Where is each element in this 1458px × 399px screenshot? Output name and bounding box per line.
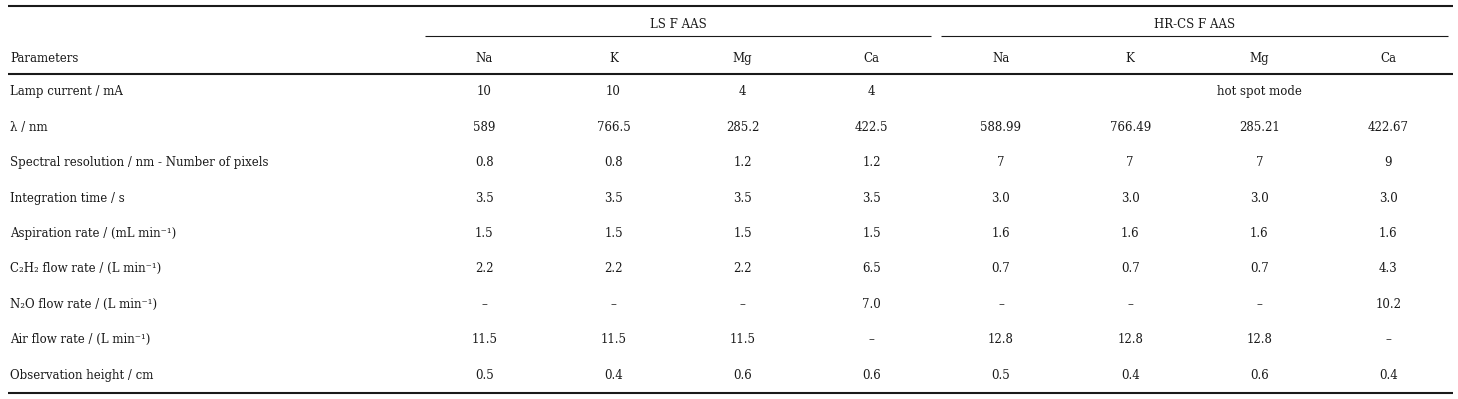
Text: 1.2: 1.2 <box>863 156 881 169</box>
Text: 12.8: 12.8 <box>989 333 1013 346</box>
Text: 766.5: 766.5 <box>596 120 630 134</box>
Text: 3.5: 3.5 <box>733 192 752 205</box>
Text: –: – <box>739 298 745 311</box>
Text: 0.8: 0.8 <box>604 156 623 169</box>
Text: hot spot mode: hot spot mode <box>1217 85 1302 98</box>
Text: –: – <box>611 298 617 311</box>
Text: 1.5: 1.5 <box>733 227 752 240</box>
Text: 7: 7 <box>997 156 1005 169</box>
Text: C₂H₂ flow rate / (L min⁻¹): C₂H₂ flow rate / (L min⁻¹) <box>10 263 162 275</box>
Text: 422.67: 422.67 <box>1368 120 1408 134</box>
Text: 4.3: 4.3 <box>1379 263 1398 275</box>
Text: 0.7: 0.7 <box>1121 263 1140 275</box>
Text: Spectral resolution / nm - Number of pixels: Spectral resolution / nm - Number of pix… <box>10 156 268 169</box>
Text: 9: 9 <box>1385 156 1392 169</box>
Text: Parameters: Parameters <box>10 53 79 65</box>
Text: 11.5: 11.5 <box>729 333 755 346</box>
Text: 1.6: 1.6 <box>1121 227 1140 240</box>
Text: 1.6: 1.6 <box>991 227 1010 240</box>
Text: Na: Na <box>475 53 493 65</box>
Text: 10: 10 <box>607 85 621 98</box>
Text: Aspiration rate / (mL min⁻¹): Aspiration rate / (mL min⁻¹) <box>10 227 176 240</box>
Text: 12.8: 12.8 <box>1247 333 1273 346</box>
Text: 1.2: 1.2 <box>733 156 752 169</box>
Text: 11.5: 11.5 <box>601 333 627 346</box>
Text: Integration time / s: Integration time / s <box>10 192 125 205</box>
Text: 3.5: 3.5 <box>604 192 623 205</box>
Text: 7: 7 <box>1255 156 1263 169</box>
Text: Lamp current / mA: Lamp current / mA <box>10 85 122 98</box>
Text: K: K <box>609 53 618 65</box>
Text: 12.8: 12.8 <box>1117 333 1143 346</box>
Text: 6.5: 6.5 <box>863 263 881 275</box>
Text: 2.2: 2.2 <box>733 263 752 275</box>
Text: –: – <box>1127 298 1133 311</box>
Text: 3.5: 3.5 <box>863 192 881 205</box>
Text: 589: 589 <box>474 120 496 134</box>
Text: 422.5: 422.5 <box>854 120 888 134</box>
Text: K: K <box>1126 53 1134 65</box>
Text: –: – <box>999 298 1005 311</box>
Text: 3.5: 3.5 <box>475 192 494 205</box>
Text: λ / nm: λ / nm <box>10 120 48 134</box>
Text: Air flow rate / (L min⁻¹): Air flow rate / (L min⁻¹) <box>10 333 150 346</box>
Text: 1.5: 1.5 <box>475 227 494 240</box>
Text: 0.6: 0.6 <box>863 369 881 382</box>
Text: Ca: Ca <box>1381 53 1397 65</box>
Text: 1.5: 1.5 <box>863 227 881 240</box>
Text: 7: 7 <box>1127 156 1134 169</box>
Text: Mg: Mg <box>1250 53 1268 65</box>
Text: –: – <box>1385 333 1391 346</box>
Text: 0.5: 0.5 <box>991 369 1010 382</box>
Text: 4: 4 <box>868 85 876 98</box>
Text: Mg: Mg <box>733 53 752 65</box>
Text: 7.0: 7.0 <box>863 298 881 311</box>
Text: 0.8: 0.8 <box>475 156 494 169</box>
Text: 0.6: 0.6 <box>1250 369 1268 382</box>
Text: 3.0: 3.0 <box>991 192 1010 205</box>
Text: 0.7: 0.7 <box>1250 263 1268 275</box>
Text: –: – <box>1257 298 1263 311</box>
Text: Ca: Ca <box>863 53 879 65</box>
Text: –: – <box>869 333 875 346</box>
Text: 0.5: 0.5 <box>475 369 494 382</box>
Text: 766.49: 766.49 <box>1110 120 1150 134</box>
Text: 3.0: 3.0 <box>1379 192 1398 205</box>
Text: 285.21: 285.21 <box>1239 120 1280 134</box>
Text: 0.6: 0.6 <box>733 369 752 382</box>
Text: 2.2: 2.2 <box>604 263 623 275</box>
Text: 0.4: 0.4 <box>1379 369 1398 382</box>
Text: 3.0: 3.0 <box>1121 192 1140 205</box>
Text: LS F AAS: LS F AAS <box>650 18 707 31</box>
Text: 0.4: 0.4 <box>604 369 623 382</box>
Text: Observation height / cm: Observation height / cm <box>10 369 153 382</box>
Text: 285.2: 285.2 <box>726 120 760 134</box>
Text: 0.7: 0.7 <box>991 263 1010 275</box>
Text: 10.2: 10.2 <box>1375 298 1401 311</box>
Text: 1.6: 1.6 <box>1379 227 1398 240</box>
Text: 11.5: 11.5 <box>471 333 497 346</box>
Text: 10: 10 <box>477 85 491 98</box>
Text: 2.2: 2.2 <box>475 263 494 275</box>
Text: 1.6: 1.6 <box>1250 227 1268 240</box>
Text: HR-CS F AAS: HR-CS F AAS <box>1155 18 1235 31</box>
Text: 4: 4 <box>739 85 746 98</box>
Text: 3.0: 3.0 <box>1250 192 1268 205</box>
Text: –: – <box>481 298 487 311</box>
Text: N₂O flow rate / (L min⁻¹): N₂O flow rate / (L min⁻¹) <box>10 298 157 311</box>
Text: Na: Na <box>993 53 1009 65</box>
Text: 588.99: 588.99 <box>980 120 1022 134</box>
Text: 0.4: 0.4 <box>1121 369 1140 382</box>
Text: 1.5: 1.5 <box>604 227 623 240</box>
